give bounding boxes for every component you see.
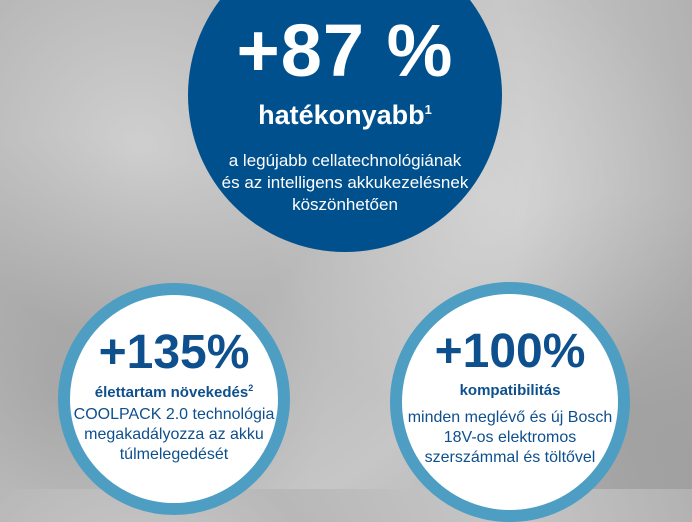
efficiency-label-text: hatékonyabb (258, 100, 425, 130)
compatibility-value: +100% (434, 325, 586, 378)
efficiency-description: a legújabb cellatechnológiának és az int… (221, 151, 469, 214)
compatibility-description: minden meglévő és új Bosch 18V-os elektr… (407, 409, 613, 466)
lifetime-label: élettartam növekedés2 (70, 383, 278, 401)
efficiency-circle: +87 % hatékonyabb1 a legújabb cellatechn… (188, 0, 502, 252)
lifetime-label-text: élettartam növekedés (94, 384, 249, 401)
compatibility-label: kompatibilitás (459, 382, 561, 399)
efficiency-value: +87 % (236, 9, 454, 92)
lifetime-circle: +135% élettartam növekedés2 COOLPACK 2.0… (58, 283, 290, 515)
lifetime-description: COOLPACK 2.0 technológia megakadályozza … (73, 406, 275, 463)
efficiency-label: hatékonyabb1 (188, 100, 502, 131)
footnote-2: 2 (248, 383, 254, 393)
lifetime-value: +135% (98, 326, 250, 379)
footnote-1: 1 (424, 102, 432, 117)
compatibility-circle: +100% kompatibilitás minden meglévő és ú… (390, 282, 630, 522)
